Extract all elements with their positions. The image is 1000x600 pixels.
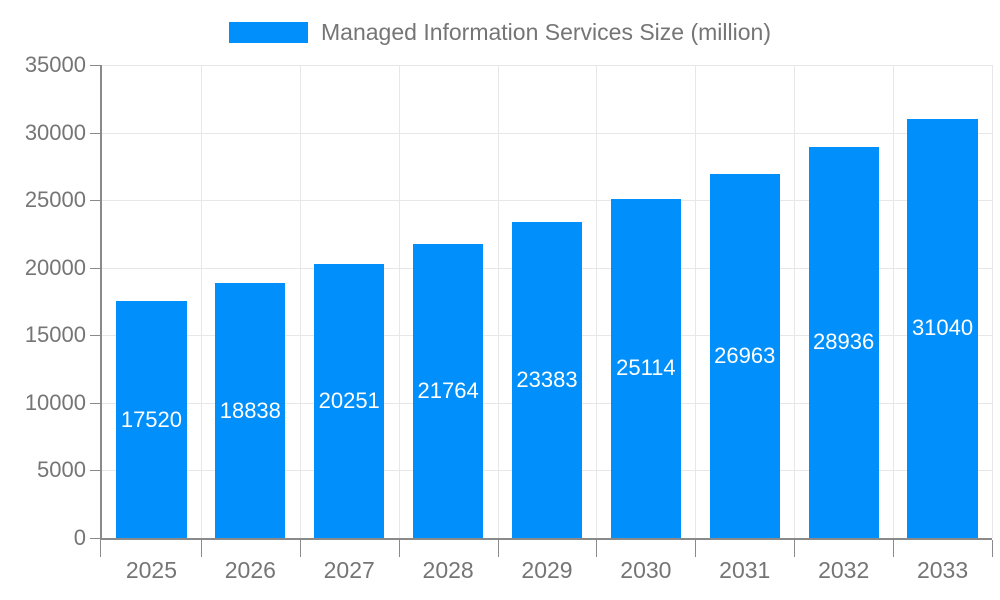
x-axis-tick [100, 540, 101, 557]
bar-value-label: 31040 [911, 315, 974, 341]
x-gridline [201, 65, 202, 538]
bar: 31040 [907, 118, 978, 538]
x-axis-tick [201, 540, 202, 557]
y-axis-tick-label: 30000 [24, 119, 86, 145]
legend[interactable]: Managed Information Services Size (milli… [0, 19, 1000, 46]
x-gridline [399, 65, 400, 538]
x-axis-tick [300, 540, 301, 557]
x-axis-tick-label: 2025 [125, 557, 178, 583]
y-axis-tick-label: 10000 [24, 389, 86, 415]
y-axis-tick [90, 402, 100, 404]
y-axis-tick-label: 25000 [24, 187, 86, 213]
x-gridline [596, 65, 597, 538]
bar-value-label: 20251 [318, 388, 380, 414]
x-axis-tick-label: 2028 [422, 557, 474, 583]
y-axis-tick [90, 200, 100, 202]
x-axis-tick [596, 540, 597, 557]
bar-value-label: 18838 [219, 397, 281, 423]
x-axis-tick [399, 540, 400, 557]
bar-value-label: 23383 [516, 367, 578, 392]
bar-value-label: 26963 [714, 342, 776, 368]
x-axis-tick-label: 2031 [719, 557, 771, 583]
x-gridline [992, 65, 993, 538]
plot-area: 17520 18838 20251 21764 23383 25114 26963 28936… [100, 65, 993, 540]
y-gridline [102, 65, 992, 66]
y-axis-tick [90, 132, 100, 134]
x-axis-tick [893, 540, 894, 557]
x-axis-tick [498, 540, 499, 557]
x-axis-tick [794, 540, 795, 557]
x-gridline [498, 65, 499, 538]
bar: 21764 [413, 243, 484, 538]
bar: 28936 [808, 146, 879, 538]
y-axis-tick [90, 335, 100, 337]
legend-swatch [229, 22, 309, 43]
bar: 20251 [314, 264, 385, 538]
bar: 23383 [511, 222, 583, 538]
y-axis-tick-label: 15000 [24, 322, 86, 348]
x-axis-tick [695, 540, 696, 557]
x-axis-tick-label: 2033 [916, 557, 969, 583]
y-axis-tick [90, 267, 100, 269]
x-axis-tick-label: 2032 [818, 557, 870, 583]
bar: 18838 [215, 283, 286, 538]
x-gridline [893, 65, 894, 538]
y-gridline [102, 200, 992, 202]
x-gridline [794, 65, 795, 538]
x-gridline [300, 65, 301, 538]
y-axis-tick [90, 65, 100, 66]
x-axis-tick-label: 2026 [224, 557, 276, 583]
x-axis-tick-label: 2027 [323, 557, 375, 583]
x-axis-tick-label: 2029 [521, 557, 573, 583]
x-axis-tick-label: 2030 [620, 557, 672, 583]
bar: 17520 [116, 301, 187, 538]
y-axis-tick [90, 470, 100, 472]
y-axis-tick-label: 0 [73, 525, 86, 550]
bar: 25114 [610, 198, 681, 538]
y-axis-tick-label: 20000 [24, 254, 86, 280]
y-axis-tick-label: 5000 [37, 457, 86, 483]
bar-value-label: 17520 [120, 406, 183, 432]
y-axis-tick [90, 538, 100, 539]
x-gridline [695, 65, 696, 538]
bar-value-label: 25114 [616, 355, 676, 381]
x-axis-tick [992, 540, 993, 557]
bar: 26963 [709, 173, 780, 538]
y-gridline [102, 132, 992, 134]
y-axis-tick-label: 35000 [24, 52, 86, 77]
legend-label: Managed Information Services Size (milli… [321, 19, 771, 45]
bar-value-label: 21764 [417, 377, 479, 403]
bar-value-label: 28936 [813, 329, 875, 355]
